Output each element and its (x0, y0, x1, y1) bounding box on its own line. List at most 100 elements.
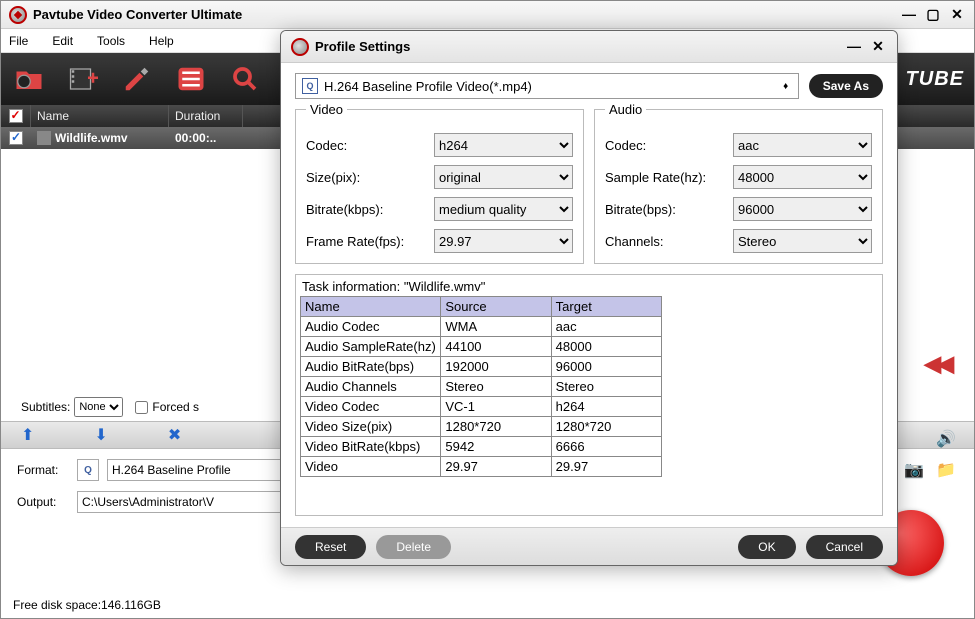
save-as-button[interactable]: Save As (809, 74, 883, 98)
edit-icon[interactable] (119, 61, 155, 97)
file-icon (37, 131, 51, 145)
task-cell: Video Size(pix) (301, 417, 441, 437)
file-row-checkbox[interactable] (1, 131, 31, 145)
task-cell: Audio Channels (301, 377, 441, 397)
video-size-select[interactable]: original (434, 165, 573, 189)
audio-bitrate-label: Bitrate(bps): (605, 202, 733, 217)
task-row: Video CodecVC-1h264 (301, 397, 662, 417)
column-duration[interactable]: Duration (169, 105, 243, 127)
subtitles-label: Subtitles: (21, 400, 70, 414)
main-title: Pavtube Video Converter Ultimate (33, 7, 900, 22)
task-scroll[interactable]: Task information: "Wildlife.wmv" Name So… (296, 275, 882, 515)
task-row: Audio ChannelsStereoStereo (301, 377, 662, 397)
task-cell: aac (551, 317, 661, 337)
column-name[interactable]: Name (31, 105, 169, 127)
dialog-title: Profile Settings (315, 39, 845, 54)
disk-space-label: Free disk space:146.116GB (13, 598, 161, 612)
audio-bitrate-select[interactable]: 96000 (733, 197, 872, 221)
video-codec-label: Codec: (306, 138, 434, 153)
task-cell: Audio Codec (301, 317, 441, 337)
profile-settings-dialog: Profile Settings — ✕ Q H.264 Baseline Pr… (280, 30, 898, 566)
dialog-titlebar[interactable]: Profile Settings — ✕ (281, 31, 897, 63)
task-cell: 29.97 (551, 457, 661, 477)
audio-codec-select[interactable]: aac (733, 133, 872, 157)
format-input[interactable] (107, 459, 307, 481)
profile-select[interactable]: Q H.264 Baseline Profile Video(*.mp4) ♦ (295, 73, 799, 99)
video-settings-group: Video Codec:h264 Size(pix):original Bitr… (295, 109, 584, 264)
task-cell: Audio BitRate(bps) (301, 357, 441, 377)
ok-button[interactable]: OK (738, 535, 795, 559)
app-icon (9, 6, 27, 24)
task-row: Video Size(pix)1280*7201280*720 (301, 417, 662, 437)
audio-samplerate-select[interactable]: 48000 (733, 165, 872, 189)
prev-icon[interactable]: ◀◀ (924, 351, 950, 377)
format-icon: Q (77, 459, 99, 481)
task-cell: Video Codec (301, 397, 441, 417)
audio-channels-select[interactable]: Stereo (733, 229, 872, 253)
task-cell: 48000 (551, 337, 661, 357)
audio-samplerate-label: Sample Rate(hz): (605, 170, 733, 185)
video-framerate-select[interactable]: 29.97 (434, 229, 573, 253)
dialog-footer: Reset Delete OK Cancel (281, 527, 897, 565)
task-cell: Stereo (551, 377, 661, 397)
brand-logo: TUBE (906, 68, 964, 91)
reset-button[interactable]: Reset (295, 535, 366, 559)
file-duration: 00:00:.. (169, 131, 222, 145)
menu-file[interactable]: File (9, 34, 28, 48)
delete-item-icon[interactable]: ✖ (168, 425, 181, 445)
snapshot-icon[interactable]: 📷 (904, 460, 924, 480)
list-icon[interactable] (173, 61, 209, 97)
task-col-target: Target (551, 297, 661, 317)
forced-subtitles-checkbox[interactable] (135, 401, 148, 414)
video-codec-select[interactable]: h264 (434, 133, 573, 157)
audio-codec-label: Codec: (605, 138, 733, 153)
main-titlebar[interactable]: Pavtube Video Converter Ultimate — ▢ ✕ (1, 1, 974, 29)
close-button[interactable]: ✕ (948, 6, 966, 24)
dropdown-arrow-icon: ♦ (778, 81, 794, 92)
task-col-source: Source (441, 297, 551, 317)
minimize-button[interactable]: — (900, 6, 918, 24)
move-up-icon[interactable]: ⬆ (21, 425, 34, 445)
audio-legend: Audio (605, 102, 646, 117)
menu-edit[interactable]: Edit (52, 34, 73, 48)
delete-button[interactable]: Delete (376, 535, 451, 559)
task-row: Video29.9729.97 (301, 457, 662, 477)
load-file-icon[interactable] (11, 61, 47, 97)
task-cell: Video (301, 457, 441, 477)
video-bitrate-label: Bitrate(kbps): (306, 202, 434, 217)
task-cell: 5942 (441, 437, 551, 457)
task-cell: Stereo (441, 377, 551, 397)
audio-channels-label: Channels: (605, 234, 733, 249)
select-all-checkbox[interactable] (1, 105, 31, 127)
task-cell: 1280*720 (551, 417, 661, 437)
move-down-icon[interactable]: ⬇ (94, 425, 107, 445)
task-table: Name Source Target Audio CodecWMAaacAudi… (300, 296, 662, 477)
task-row: Video BitRate(kbps)59426666 (301, 437, 662, 457)
task-cell: 6666 (551, 437, 661, 457)
output-input[interactable] (77, 491, 299, 513)
task-row: Audio SampleRate(hz)4410048000 (301, 337, 662, 357)
format-label: Format: (17, 463, 69, 477)
audio-settings-group: Audio Codec:aac Sample Rate(hz):48000 Bi… (594, 109, 883, 264)
task-cell: Audio SampleRate(hz) (301, 337, 441, 357)
maximize-button[interactable]: ▢ (924, 6, 942, 24)
profile-select-value: H.264 Baseline Profile Video(*.mp4) (324, 79, 532, 94)
task-info-label: Task information: "Wildlife.wmv" (302, 279, 878, 294)
video-bitrate-select[interactable]: medium quality (434, 197, 573, 221)
subtitles-select[interactable]: None (74, 397, 123, 417)
file-name: Wildlife.wmv (55, 131, 128, 145)
task-info-area: Task information: "Wildlife.wmv" Name So… (295, 274, 883, 516)
menu-help[interactable]: Help (149, 34, 174, 48)
task-cell: Video BitRate(kbps) (301, 437, 441, 457)
cancel-button[interactable]: Cancel (806, 535, 883, 559)
dialog-close-button[interactable]: ✕ (869, 38, 887, 56)
task-col-name: Name (301, 297, 441, 317)
task-cell: 1280*720 (441, 417, 551, 437)
dialog-minimize-button[interactable]: — (845, 38, 863, 56)
task-cell: h264 (551, 397, 661, 417)
menu-tools[interactable]: Tools (97, 34, 125, 48)
audio-icon[interactable]: 🔊 (936, 429, 956, 449)
open-folder-icon[interactable]: 📁 (936, 460, 956, 480)
add-video-icon[interactable] (65, 61, 101, 97)
search-icon[interactable] (227, 61, 263, 97)
